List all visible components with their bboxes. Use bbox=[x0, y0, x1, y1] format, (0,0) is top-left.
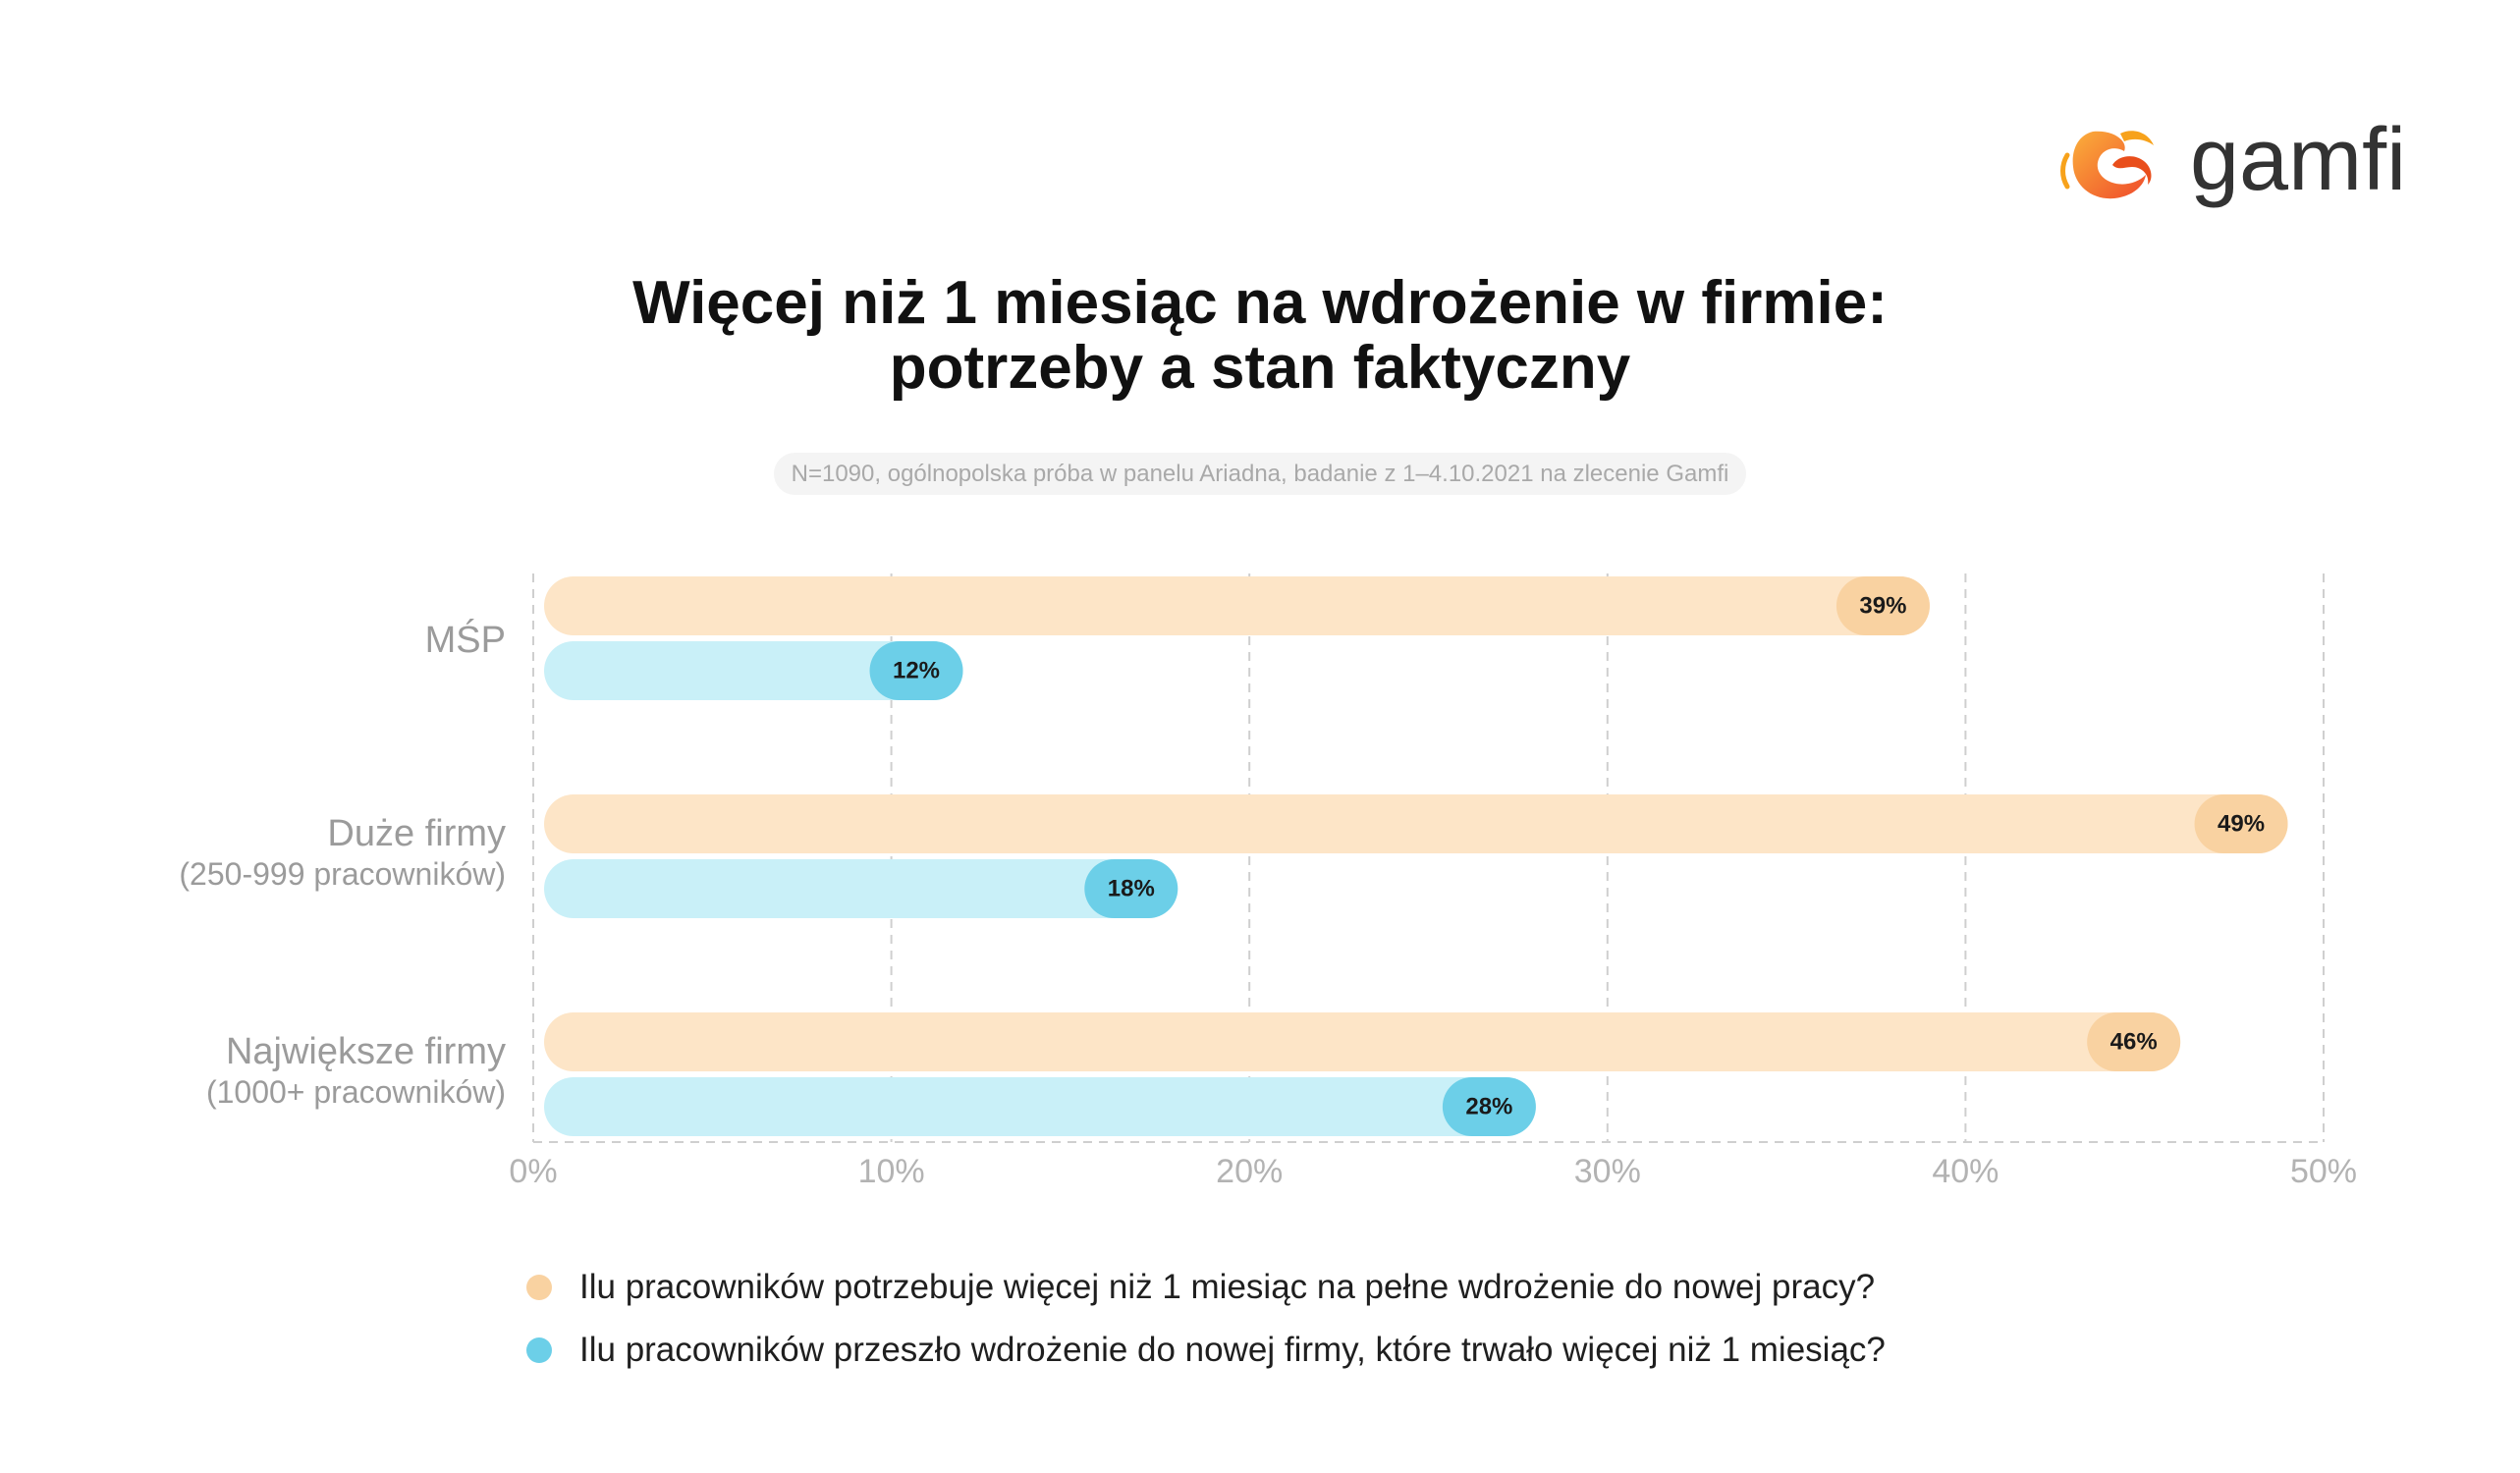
legend-dot-actual bbox=[526, 1337, 552, 1363]
value-label: 39% bbox=[1859, 593, 1906, 620]
chart-subtitle: N=1090, ogólnopolska próba w panelu Aria… bbox=[773, 453, 1747, 495]
gridlines: 0% 10% 20% 30% 40% 50% bbox=[509, 573, 2357, 1190]
value-pill bbox=[1084, 859, 1178, 918]
value-pill bbox=[869, 641, 963, 700]
bars: 39% 49% 46% 12% 18% 28% bbox=[544, 576, 2288, 1136]
category-labels: MŚP Duże firmy(250-999 pracowników) Najwię… bbox=[179, 617, 506, 1110]
value-label: 28% bbox=[1465, 1094, 1512, 1120]
value-label: 12% bbox=[893, 658, 940, 684]
bar bbox=[544, 1012, 2181, 1071]
category-label: Duże firmy bbox=[327, 813, 506, 854]
x-tick-label: 50% bbox=[2290, 1153, 2357, 1190]
x-tick-label: 30% bbox=[1574, 1153, 1641, 1190]
value-pill bbox=[2194, 794, 2288, 853]
chart-title: Więcej niż 1 miesiąc na wdrożenie w firm… bbox=[0, 271, 2520, 401]
legend-item-actual: Ilu pracowników przeszło wdrożenie do no… bbox=[526, 1326, 1886, 1375]
bar bbox=[544, 641, 963, 700]
bar bbox=[544, 576, 1930, 635]
chart-subtitle-wrap: N=1090, ogólnopolska próba w panelu Aria… bbox=[0, 453, 2520, 495]
chart-title-line: potrzeby a stan faktyczny bbox=[889, 334, 1631, 402]
x-tick-label: 20% bbox=[1216, 1153, 1283, 1190]
value-pill bbox=[1442, 1077, 1536, 1136]
x-tick-label: 10% bbox=[858, 1153, 925, 1190]
gamfi-flame-swirl-icon bbox=[2060, 131, 2154, 199]
x-tick-label: 0% bbox=[509, 1153, 557, 1190]
chart-legend: Ilu pracowników potrzebuje więcej niż 1 … bbox=[526, 1263, 1886, 1389]
category-sublabel: (250-999 pracowników) bbox=[179, 856, 506, 892]
category-label: Największe firmy bbox=[226, 1031, 506, 1072]
x-tick-label: 40% bbox=[1932, 1153, 1999, 1190]
legend-label-actual: Ilu pracowników przeszło wdrożenie do no… bbox=[579, 1331, 1886, 1369]
value-label: 46% bbox=[2110, 1029, 2158, 1056]
bar bbox=[544, 859, 1178, 918]
brand-name: gamfi bbox=[2190, 111, 2407, 209]
legend-item-need: Ilu pracowników potrzebuje więcej niż 1 … bbox=[526, 1263, 1886, 1312]
category-label: MŚP bbox=[425, 617, 506, 661]
chart-title-line: Więcej niż 1 miesiąc na wdrożenie w firm… bbox=[632, 269, 1888, 337]
bar bbox=[544, 1077, 1536, 1136]
value-label: 49% bbox=[2218, 811, 2265, 838]
legend-label-need: Ilu pracowników potrzebuje więcej niż 1 … bbox=[579, 1268, 1876, 1306]
category-sublabel: (1000+ pracowników) bbox=[206, 1074, 506, 1110]
legend-dot-need bbox=[526, 1275, 552, 1300]
value-pill bbox=[1835, 576, 1930, 635]
value-label: 18% bbox=[1108, 876, 1155, 902]
bar bbox=[544, 794, 2288, 853]
value-pill bbox=[2087, 1012, 2181, 1071]
